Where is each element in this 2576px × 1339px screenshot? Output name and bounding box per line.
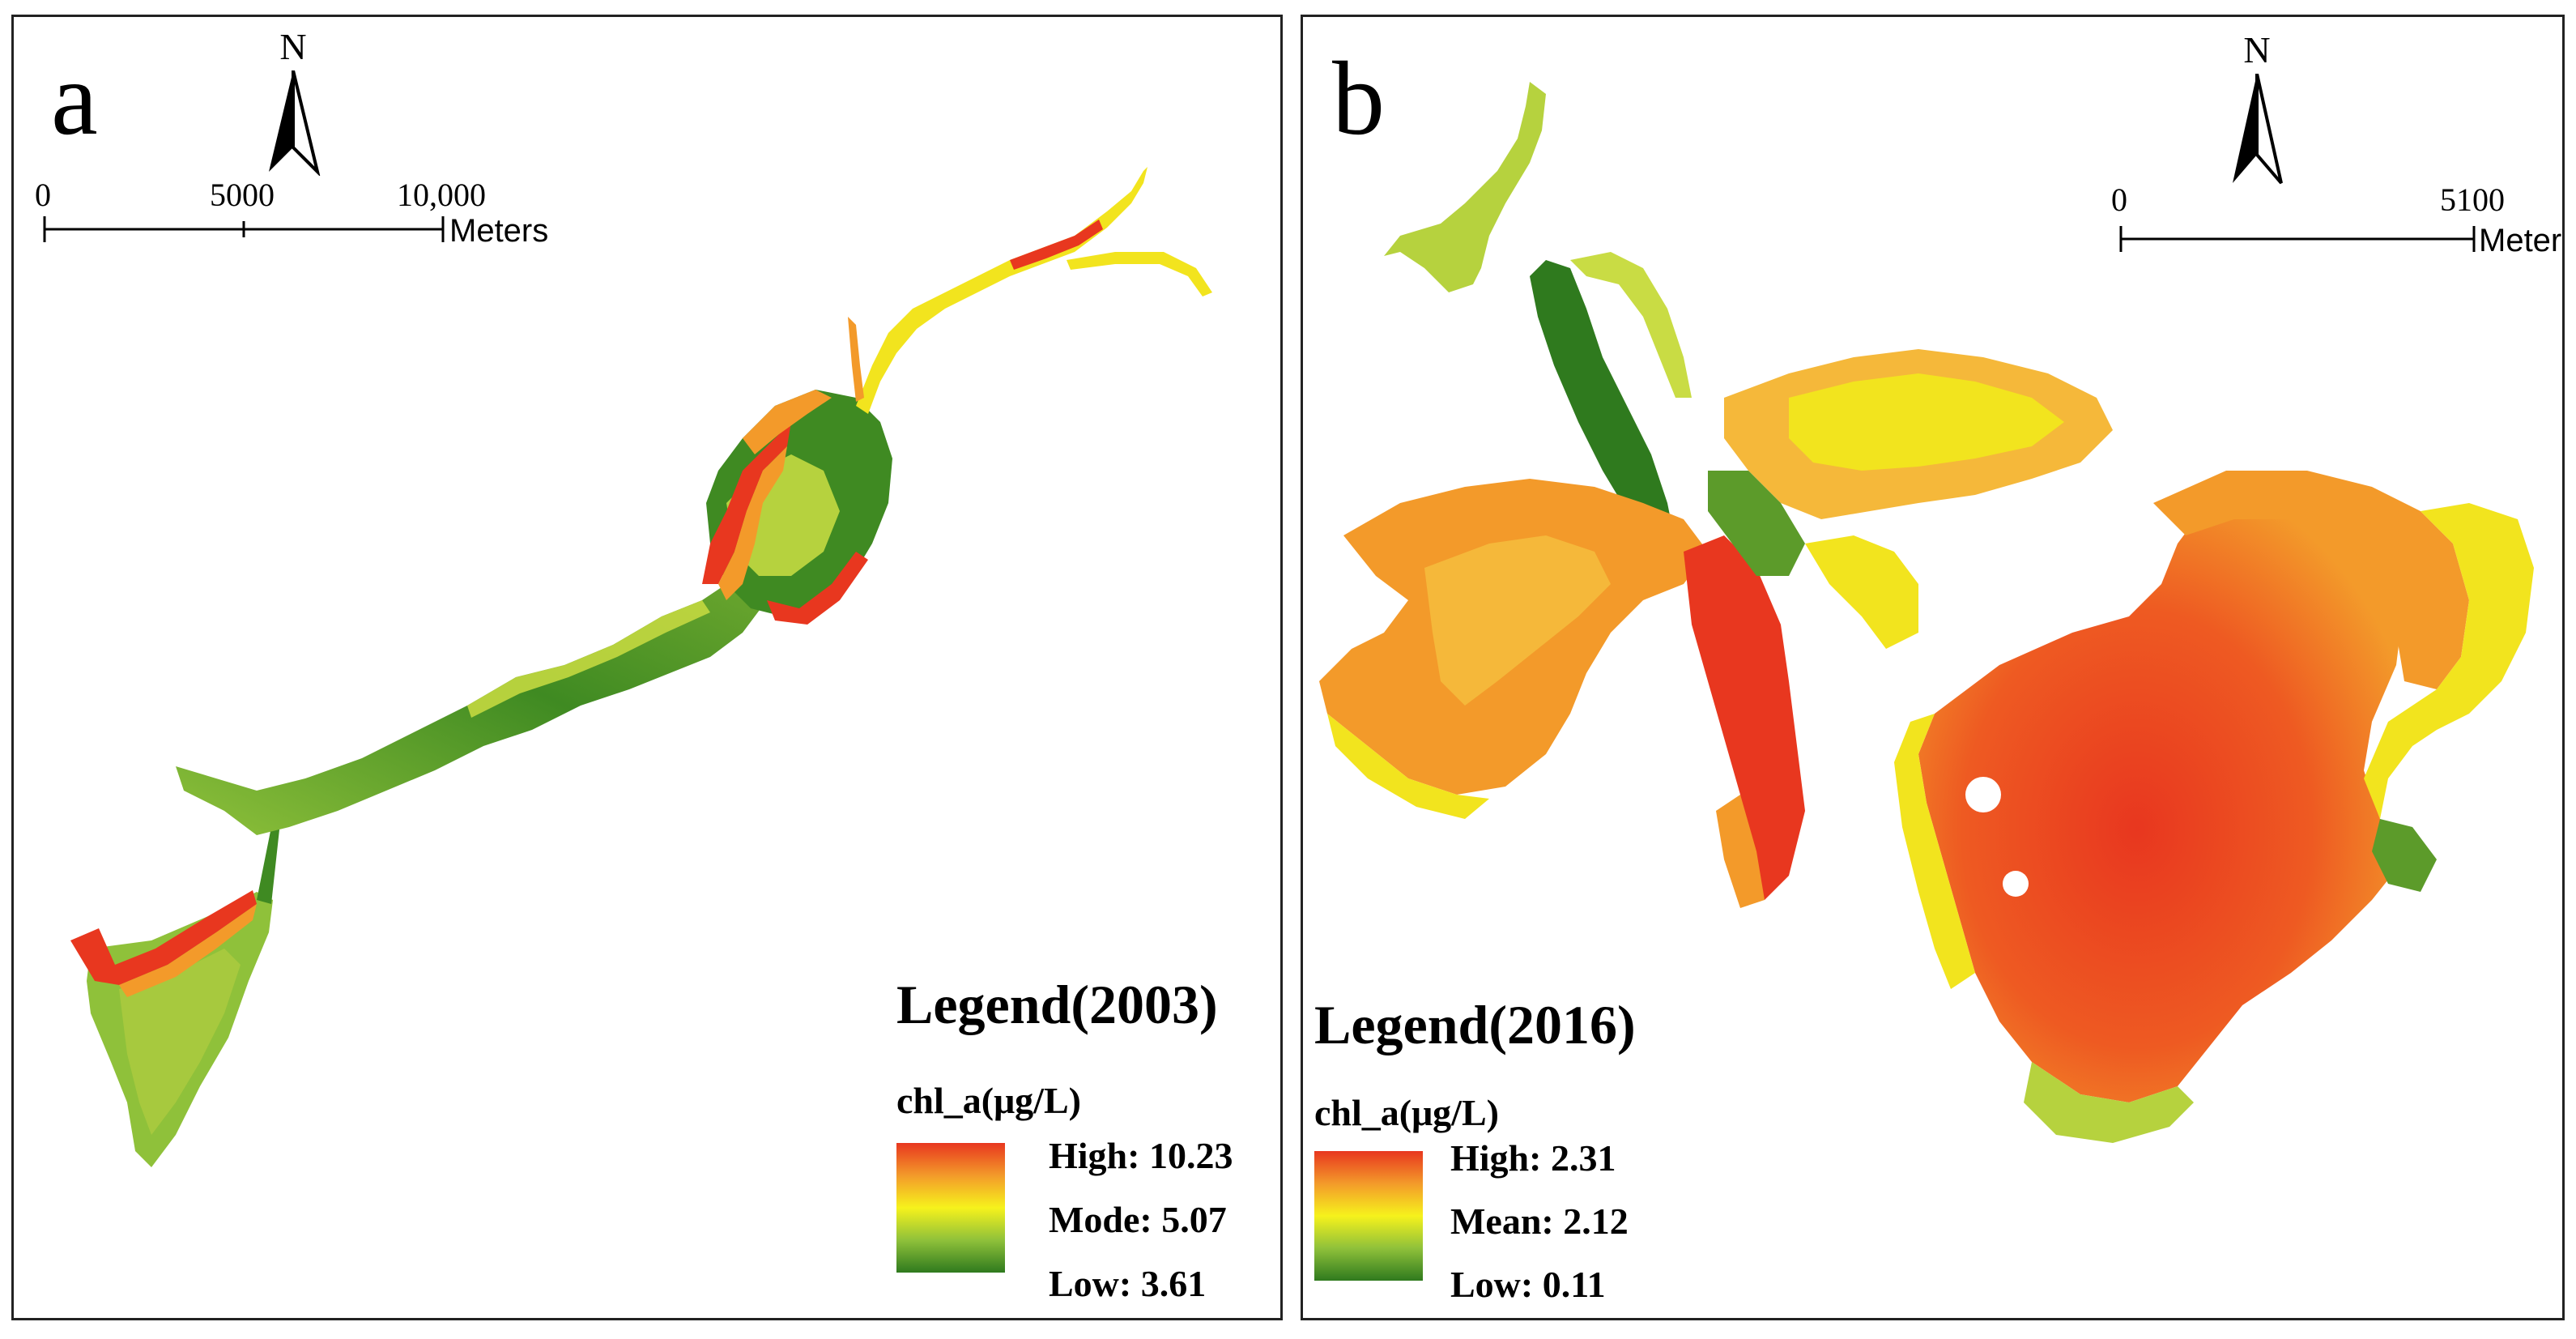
north-basin-west-high — [702, 422, 791, 584]
legend-a: Legend(2003) chl_a(μg/L) High: 10.23 Mod… — [896, 977, 1277, 1317]
west-arm-yellow — [1327, 714, 1489, 819]
south-rim-mid — [119, 904, 257, 997]
island-1 — [1965, 777, 2001, 812]
legend-high: High: 10.23 — [1049, 1135, 1233, 1176]
scale-line — [43, 216, 445, 242]
central-finger-rim — [1716, 795, 1765, 908]
south-rim-high — [70, 890, 257, 985]
south-tip — [2024, 1062, 2194, 1143]
main-channel-fringe — [467, 600, 710, 718]
north-central-yellow — [1789, 373, 2064, 471]
west-spur — [848, 317, 864, 402]
nc-yellow-arm — [1805, 535, 1918, 649]
scale-tick-1: 5000 — [210, 177, 275, 213]
central-finger — [1684, 535, 1805, 900]
scale-tick-0: 0 — [35, 177, 51, 213]
reservoir-map-2003 — [70, 167, 1212, 1167]
east-basin-northeast — [2153, 471, 2469, 689]
map-panel-a: a N 0 5000 10,000 Meters Legend(2003) ch… — [11, 15, 1283, 1320]
east-basin-west-yellow — [1894, 714, 1975, 989]
legend-low: Low: 3.61 — [1049, 1263, 1207, 1304]
panel-label-b: b — [1332, 41, 1385, 157]
north-arrow-b: N — [2225, 32, 2289, 185]
nc-green — [1708, 471, 1805, 576]
scale-bar-b: 0 5100 Meters — [2111, 168, 2562, 265]
east-basin-yellow-rim — [2364, 503, 2534, 819]
legend-b: Legend(2016) chl_a(μg/L) High: 2.31 Mean… — [1314, 994, 1703, 1318]
nw-river-fringe — [1570, 252, 1692, 398]
north-arrow-icon — [269, 70, 321, 176]
north-basin-north-high — [743, 390, 832, 454]
scale-line — [2119, 226, 2476, 252]
nw-river — [1384, 82, 1546, 292]
scale-tick-2: 10,000 — [397, 177, 486, 213]
north-arrow-a: N — [261, 26, 326, 176]
scale-unit: Meters — [449, 213, 549, 249]
nw-river-dark — [1530, 260, 1675, 552]
legend-variable: chl_a(μg/L) — [1314, 1092, 1499, 1133]
legend-high: High: 2.31 — [1450, 1137, 1616, 1179]
north-basin-west-mid — [718, 446, 787, 600]
legend-color-ramp — [896, 1143, 1005, 1273]
legend-variable: chl_a(μg/L) — [896, 1080, 1081, 1121]
upper-river-red — [1010, 220, 1103, 270]
upper-river-end — [1067, 252, 1212, 296]
east-basin-green — [2372, 819, 2437, 892]
legend-middle: Mean: 2.12 — [1450, 1200, 1629, 1242]
legend-title: Legend(2003) — [896, 974, 1218, 1035]
south-lobe-core — [119, 949, 241, 1135]
north-arrow-icon — [2233, 74, 2283, 185]
legend-low: Low: 0.11 — [1450, 1264, 1606, 1305]
scale-tick-0: 0 — [2111, 181, 2127, 218]
channel-south — [257, 815, 281, 904]
upper-river — [856, 167, 1147, 414]
map-panel-b: b N 0 5100 Meters Legend(2016) chl_a(μg/… — [1301, 15, 2565, 1320]
east-basin — [1918, 495, 2404, 1102]
north-label: N — [2243, 29, 2271, 70]
scale-unit: Meters — [2479, 223, 2562, 258]
west-arm-inner — [1424, 535, 1611, 706]
north-label: N — [279, 26, 307, 67]
scale-bar-a: 0 5000 10,000 Meters — [35, 163, 610, 252]
north-basin-east-rim — [767, 552, 868, 625]
legend-color-ramp — [1314, 1151, 1423, 1281]
legend-middle: Mode: 5.07 — [1049, 1199, 1227, 1240]
panel-label-a: a — [51, 41, 98, 157]
scale-tick-1: 5100 — [2440, 181, 2505, 218]
legend-title: Legend(2016) — [1314, 994, 1636, 1055]
reservoir-map-2016 — [1319, 82, 2534, 1143]
island-2 — [2003, 871, 2029, 897]
